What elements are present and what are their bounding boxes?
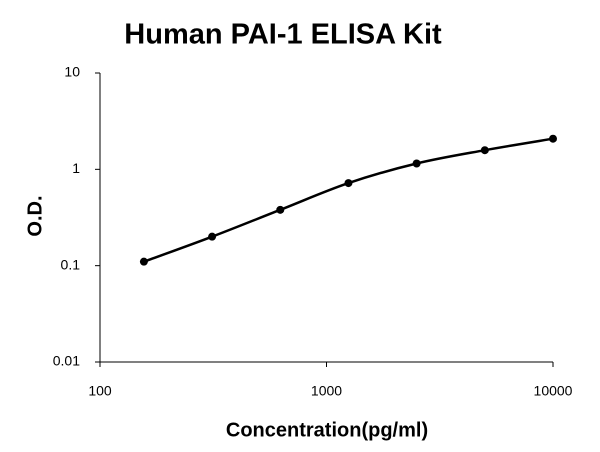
data-point bbox=[412, 159, 421, 168]
data-point bbox=[139, 257, 148, 266]
series-line bbox=[143, 137, 554, 263]
data-point bbox=[208, 232, 217, 241]
x-tick-label: 1000 bbox=[311, 383, 342, 399]
x-axis-label: Concentration(pg/ml) bbox=[226, 419, 428, 441]
y-tick-label: 0.1 bbox=[61, 256, 81, 272]
data-point bbox=[480, 146, 489, 155]
data-point bbox=[549, 134, 557, 143]
x-tick-label: 100 bbox=[88, 383, 112, 399]
data-point bbox=[344, 179, 353, 188]
y-tick-label: 10 bbox=[64, 64, 80, 80]
y-tick-label: 0.01 bbox=[53, 353, 80, 369]
y-tick-label: 1 bbox=[72, 160, 80, 176]
data-point bbox=[276, 205, 285, 214]
y-axis-label: O.D. bbox=[24, 195, 46, 236]
chart-title: Human PAI-1 ELISA Kit bbox=[124, 19, 442, 51]
x-tick-label: 10000 bbox=[534, 383, 573, 399]
